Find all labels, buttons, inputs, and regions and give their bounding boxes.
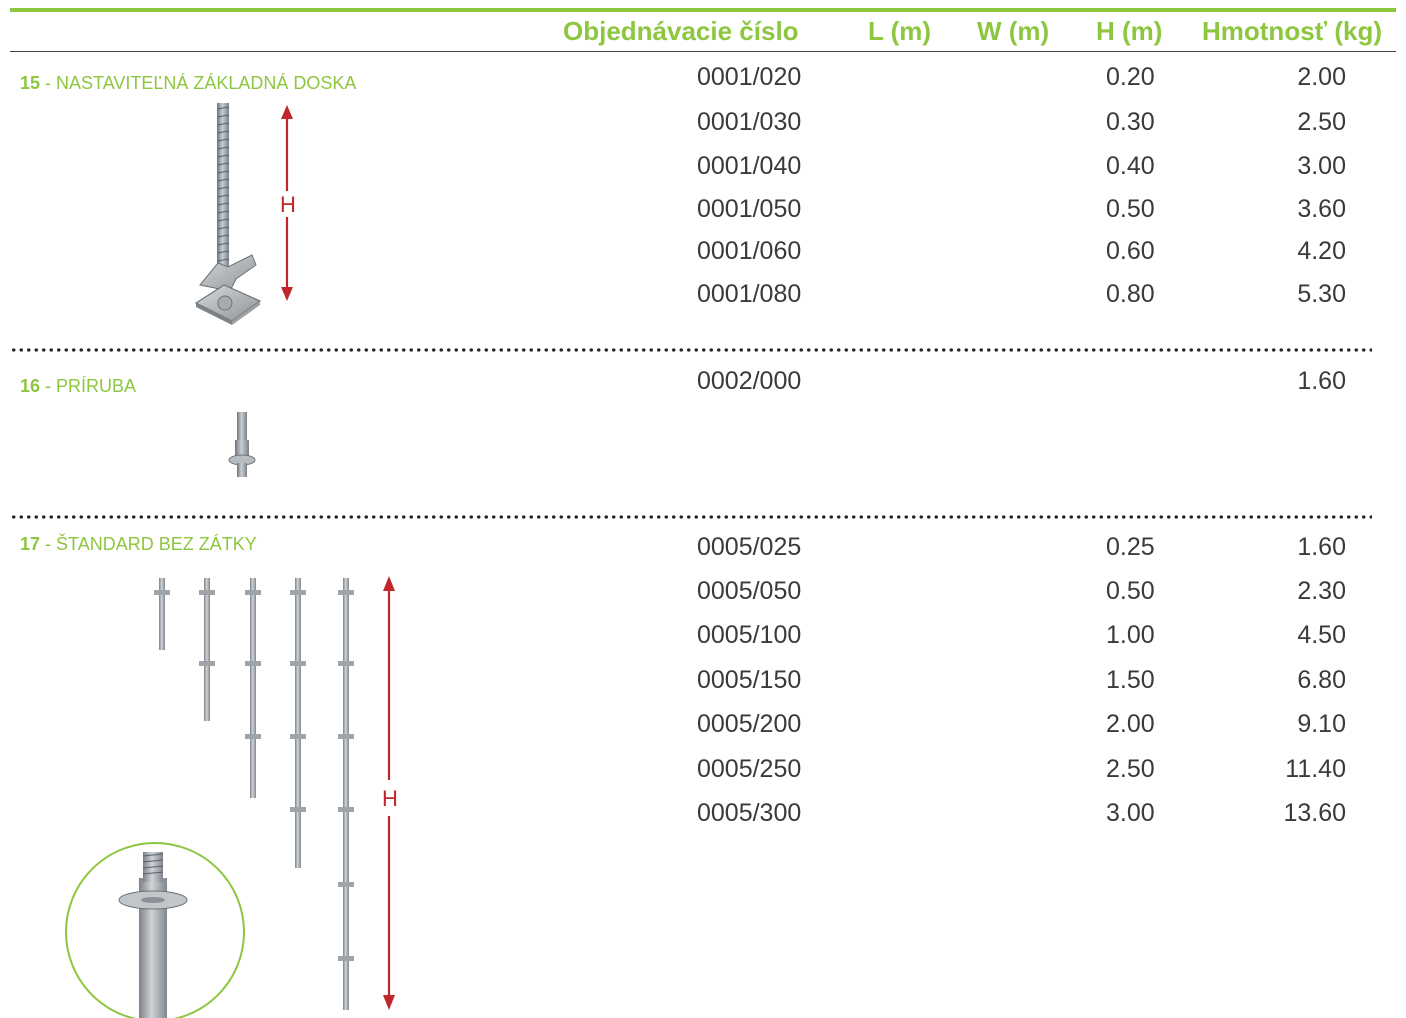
- height-value: 0.50: [1106, 577, 1155, 605]
- height-value: 0.50: [1106, 195, 1155, 223]
- weight-value: 4.20: [1297, 237, 1346, 265]
- dimension-label-h: H: [382, 786, 398, 811]
- height-value: 0.30: [1106, 108, 1155, 136]
- height-value: 0.40: [1106, 152, 1155, 180]
- dimension-label-h: H: [280, 192, 296, 217]
- dotted-separator: [10, 348, 1372, 352]
- order-number: 0005/100: [697, 621, 802, 649]
- weight-value: 2.30: [1297, 577, 1346, 605]
- standard-tubes-illustration: H: [65, 576, 398, 1018]
- order-number: 0001/020: [697, 63, 802, 91]
- order-number: 0005/300: [697, 799, 802, 827]
- weight-value: 11.40: [1285, 755, 1346, 783]
- section-title-15: 15 - NASTAVITEĽNÁ ZÁKLADNÁ DOSKA: [20, 73, 356, 94]
- height-value: 1.50: [1106, 666, 1155, 694]
- weight-value: 3.60: [1297, 195, 1346, 223]
- weight-value: 2.00: [1297, 63, 1346, 91]
- order-number: 0001/060: [697, 237, 802, 265]
- column-header-height: H (m): [1096, 16, 1163, 46]
- order-number: 0005/050: [697, 577, 802, 605]
- height-value: 0.25: [1106, 533, 1155, 561]
- weight-value: 5.30: [1297, 280, 1346, 308]
- order-number: 0001/040: [697, 152, 802, 180]
- weight-value: 4.50: [1297, 621, 1346, 649]
- section-name: - PRÍRUBA: [40, 376, 137, 396]
- order-number: 0005/250: [697, 755, 802, 783]
- weight-value: 1.60: [1297, 367, 1346, 395]
- order-number: 0001/080: [697, 280, 802, 308]
- column-header-order-number: Objednávacie číslo: [563, 16, 799, 46]
- order-number: 0002/000: [697, 367, 802, 395]
- section-title-17: 17 - ŠTANDARD BEZ ZÁTKY: [20, 534, 257, 555]
- weight-value: 2.50: [1297, 108, 1346, 136]
- weight-value: 3.00: [1297, 152, 1346, 180]
- column-header-width: W (m): [977, 16, 1050, 46]
- height-value: 0.80: [1106, 280, 1155, 308]
- order-number: 0001/050: [697, 195, 802, 223]
- top-green-rule: [10, 8, 1396, 12]
- height-value: 2.50: [1106, 755, 1155, 783]
- weight-value: 13.60: [1283, 799, 1346, 827]
- section-number: 16: [20, 376, 41, 396]
- column-header-length: L (m): [868, 16, 932, 46]
- flange-illustration: [228, 412, 256, 477]
- order-number: 0005/025: [697, 533, 802, 561]
- header-divider: [10, 51, 1396, 52]
- weight-value: 9.10: [1297, 710, 1346, 738]
- weight-value: 1.60: [1297, 533, 1346, 561]
- height-value: 0.60: [1106, 237, 1155, 265]
- order-number: 0005/200: [697, 710, 802, 738]
- dotted-separator: [10, 515, 1372, 519]
- order-number: 0001/030: [697, 108, 802, 136]
- column-header-weight: Hmotnosť (kg): [1202, 16, 1382, 46]
- adjustable-base-plate-illustration: H: [194, 103, 296, 325]
- section-name: - ŠTANDARD BEZ ZÁTKY: [40, 534, 257, 554]
- section-number: 15: [20, 73, 41, 93]
- section-number: 17: [20, 534, 41, 554]
- weight-value: 6.80: [1297, 666, 1346, 694]
- height-value: 3.00: [1106, 799, 1155, 827]
- section-name: - NASTAVITEĽNÁ ZÁKLADNÁ DOSKA: [40, 73, 357, 93]
- section-title-16: 16 - PRÍRUBA: [20, 376, 136, 397]
- height-value: 2.00: [1106, 710, 1155, 738]
- height-value: 0.20: [1106, 63, 1155, 91]
- height-value: 1.00: [1106, 621, 1155, 649]
- order-number: 0005/150: [697, 666, 802, 694]
